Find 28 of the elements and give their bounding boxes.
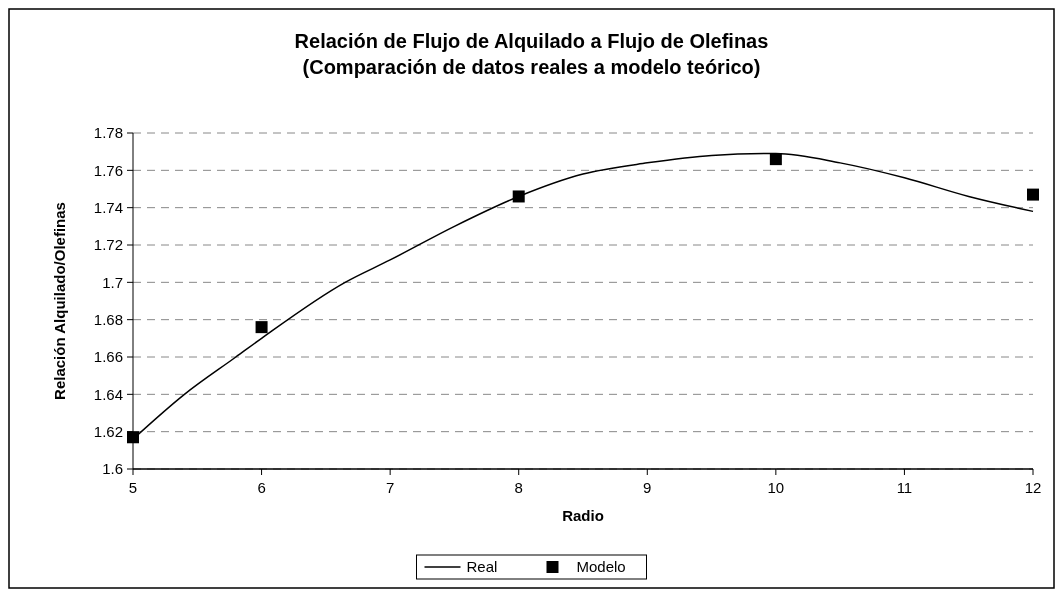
- y-tick-label: 1.74: [93, 198, 123, 216]
- y-tick-label: 1.64: [93, 385, 123, 403]
- point: [255, 321, 268, 334]
- y-tick-label: 1.66: [93, 348, 123, 366]
- x-tick-label: 12: [1024, 479, 1042, 496]
- point: [769, 153, 782, 166]
- x-tick-label: 5: [128, 479, 138, 496]
- y-axis-title: Relación Alquilado/Olefinas: [51, 202, 68, 400]
- y-tick-label: 1.7: [102, 273, 123, 291]
- y-tick-label: 1.68: [93, 310, 123, 328]
- legend-label: Real: [466, 558, 498, 576]
- y-tick-label: 1.78: [93, 124, 123, 142]
- x-tick-label: 11: [896, 479, 913, 496]
- x-tick-label: 7: [385, 479, 395, 496]
- y-tick-label: 1.62: [93, 422, 123, 440]
- y-tick-label: 1.72: [93, 236, 123, 254]
- chart-title: Relación de Flujo de Alquilado a Flujo de Olefinas (Comparación de datos reales a modelo teórico): [294, 30, 769, 78]
- y-tick-label: 1.6: [102, 460, 123, 478]
- x-tick-label: 10: [767, 479, 785, 496]
- point: [127, 431, 139, 444]
- x-tick-label: 9: [643, 479, 652, 496]
- legend-label: Modelo: [576, 558, 626, 576]
- x-tick-label: 8: [514, 479, 523, 496]
- x-tick-label: 6: [257, 479, 266, 496]
- x-axis-title: Radio: [562, 507, 604, 524]
- y-tick-label: 1.76: [93, 161, 123, 179]
- point: [1027, 188, 1039, 201]
- point: [512, 190, 525, 203]
